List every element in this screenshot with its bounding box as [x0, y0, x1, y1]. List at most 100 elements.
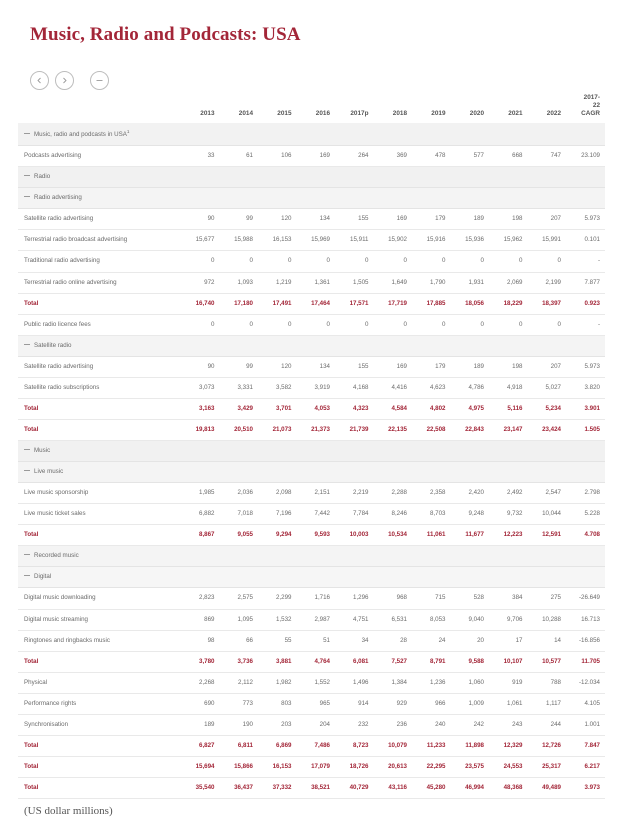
row-label: Satellite radio advertising [18, 356, 181, 378]
row-label: Total [18, 756, 181, 779]
cell-y2020: 18,056 [450, 293, 489, 315]
cell-y2018 [373, 545, 412, 568]
row-label: Total [18, 735, 181, 757]
cell-y2016: 9,593 [296, 524, 335, 547]
cell-y2016: 51 [296, 630, 335, 652]
table-row: Digital music streaming 869 1,095 1,532 2,98… [18, 609, 605, 631]
collapse-minus-icon[interactable] [24, 196, 30, 198]
row-label: Performance rights [18, 693, 181, 715]
cell-y2014: 2,036 [219, 482, 258, 505]
table-row: Podcasts advertising 33 61 106 169 264 369 478 5… [18, 145, 605, 168]
cell-y2013: 972 [181, 272, 220, 294]
cell-y2016: 2,151 [296, 482, 335, 505]
cell-y2019: 17,885 [412, 293, 451, 315]
cell-y2016 [296, 123, 335, 147]
cell-y2017p: 4,323 [335, 398, 374, 420]
table-body: Music, radio and podcasts in USA1 Podcast… [18, 123, 605, 800]
cell-y2020: 189 [450, 208, 489, 231]
collapse-minus-icon[interactable] [24, 554, 30, 556]
cell-y2021: 2,492 [489, 482, 528, 505]
column-header-2020: 2020 [450, 94, 489, 123]
cell-y2022: 207 [527, 356, 566, 378]
cell-y2020: 1,060 [450, 672, 489, 694]
table-row[interactable]: Satellite radio [18, 335, 605, 357]
cell-y2013: 3,163 [181, 398, 220, 420]
cell-y2022 [527, 566, 566, 589]
cell-y2015: 803 [258, 693, 297, 715]
cell-y2013 [181, 566, 220, 589]
minus-circle-icon[interactable] [90, 71, 109, 90]
cell-y2017p: 15,911 [335, 229, 374, 252]
cell-y2021 [489, 545, 528, 568]
cell-cagr: -26.649 [566, 587, 605, 610]
cell-y2022: 15,991 [527, 229, 566, 252]
cell-y2019 [412, 545, 451, 568]
cell-y2021: 17 [489, 630, 528, 652]
cell-y2014 [219, 187, 258, 210]
cell-y2014 [219, 461, 258, 484]
collapse-minus-icon[interactable] [24, 343, 30, 345]
cell-y2021: 12,223 [489, 524, 528, 547]
cell-y2014: 1,095 [219, 609, 258, 631]
cell-y2021: 9,732 [489, 503, 528, 526]
collapse-minus-icon[interactable] [24, 132, 30, 134]
cell-y2018: 929 [373, 693, 412, 715]
cell-cagr: - [566, 250, 605, 273]
cell-y2013: 1,985 [181, 482, 220, 505]
cell-y2017p: 1,505 [335, 272, 374, 294]
table-row[interactable]: Live music [18, 461, 605, 484]
collapse-minus-icon[interactable] [24, 469, 30, 471]
cell-cagr: 4.708 [566, 524, 605, 547]
cell-y2019: 11,061 [412, 524, 451, 547]
table-row[interactable]: Music [18, 440, 605, 463]
cell-y2021: 48,368 [489, 777, 528, 800]
cell-y2014: 3,736 [219, 651, 258, 673]
cell-y2021: 10,107 [489, 651, 528, 673]
cell-y2016: 2,987 [296, 609, 335, 631]
table-toolbar [18, 60, 600, 94]
table-row: Digital music downloading 2,823 2,575 2,299… [18, 587, 605, 610]
cell-y2014: 15,988 [219, 229, 258, 252]
table-row[interactable]: Radio advertising [18, 187, 605, 210]
cell-y2021: 0 [489, 314, 528, 336]
cell-y2022 [527, 166, 566, 189]
cell-y2016 [296, 566, 335, 589]
cell-y2015: 3,701 [258, 398, 297, 420]
collapse-minus-icon[interactable] [24, 575, 30, 577]
row-label: Total [18, 419, 181, 442]
collapse-minus-icon[interactable] [24, 175, 30, 177]
cell-y2020 [450, 545, 489, 568]
cell-y2017p: 34 [335, 630, 374, 652]
cell-y2021: 919 [489, 672, 528, 694]
report-page: Music, Radio and Podcasts: USA 2013 2014 [0, 24, 618, 821]
row-label: Total [18, 293, 181, 315]
collapse-minus-icon[interactable] [24, 448, 30, 450]
cell-y2019: 8,053 [412, 609, 451, 631]
table-row[interactable]: Music, radio and podcasts in USA1 [18, 123, 605, 147]
cell-y2014: 190 [219, 714, 258, 736]
cell-y2020: 46,994 [450, 777, 489, 800]
cell-y2018 [373, 166, 412, 189]
table-row: Total 19,813 20,510 21,073 21,373 21,739 22,13… [18, 419, 605, 442]
cell-y2013: 189 [181, 714, 220, 736]
cell-y2017p: 155 [335, 356, 374, 378]
cell-y2016: 169 [296, 145, 335, 168]
cell-y2020: 0 [450, 250, 489, 273]
cell-y2022: 2,547 [527, 482, 566, 505]
table-row[interactable]: Radio [18, 166, 605, 189]
cell-y2015: 3,881 [258, 651, 297, 673]
cell-y2017p: 18,726 [335, 756, 374, 779]
cell-y2020 [450, 566, 489, 589]
footnote-marker: 1 [126, 129, 130, 134]
cell-y2014: 15,866 [219, 756, 258, 779]
chevron-right-circle-icon[interactable] [55, 71, 74, 90]
data-table: 2013 2014 2015 2016 2017p 2018 2019 2020… [18, 94, 605, 800]
table-row[interactable]: Recorded music [18, 545, 605, 568]
cell-y2020: 577 [450, 145, 489, 168]
cell-y2014: 773 [219, 693, 258, 715]
cell-y2021: 23,147 [489, 419, 528, 442]
chevron-left-circle-icon[interactable] [30, 71, 49, 90]
cell-y2016: 965 [296, 693, 335, 715]
cell-y2013: 8,867 [181, 524, 220, 547]
table-row[interactable]: Digital [18, 566, 605, 589]
